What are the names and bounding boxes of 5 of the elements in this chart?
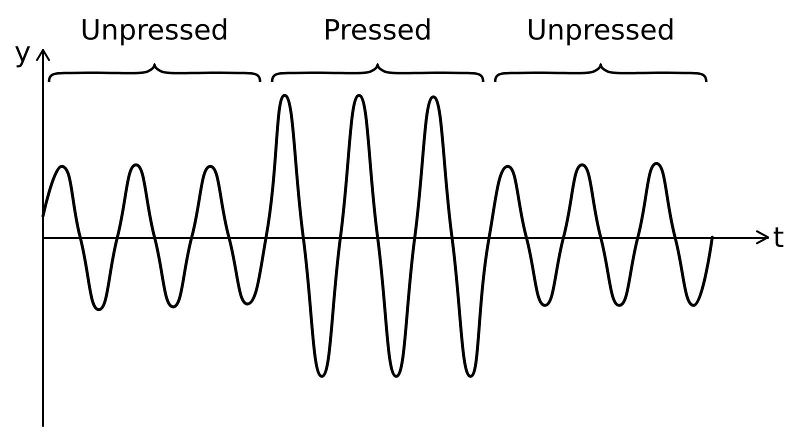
text: Pressed (323, 14, 432, 46)
y-axis-title: y (14, 36, 31, 68)
text: Unpressed (526, 14, 675, 46)
text: Unpressed (80, 14, 229, 46)
x-axis-title: t (773, 220, 784, 254)
